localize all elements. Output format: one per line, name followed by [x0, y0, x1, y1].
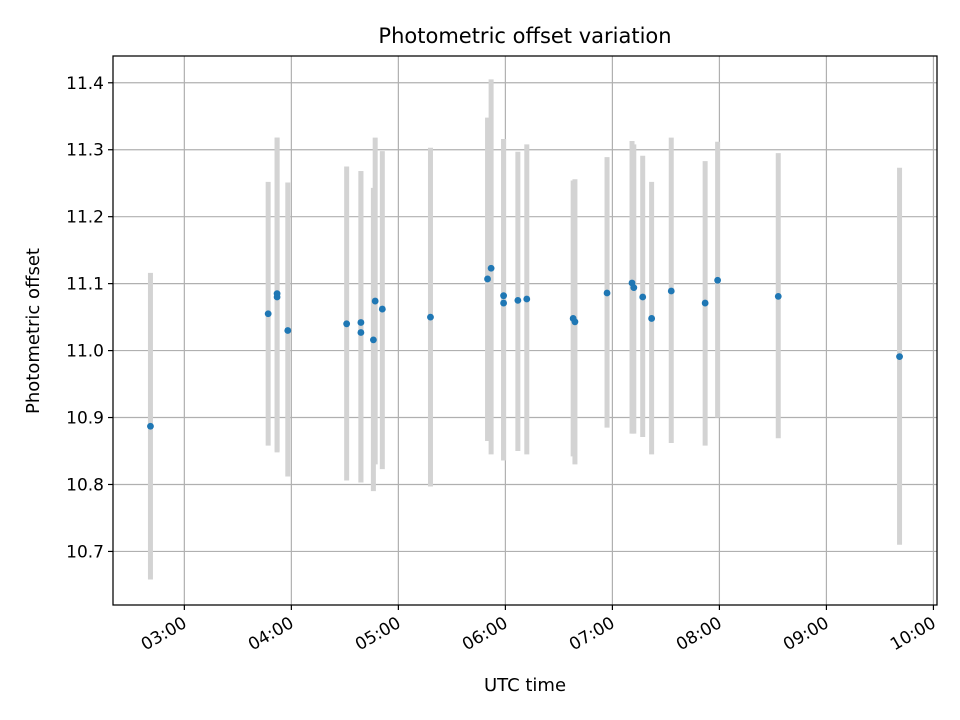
y-tick-label: 11.4: [66, 74, 104, 94]
data-point: [896, 353, 903, 361]
data-point: [701, 299, 709, 307]
y-tick-label: 11.2: [66, 208, 104, 228]
data-point: [487, 264, 495, 272]
data-point: [603, 289, 611, 297]
y-tick-label: 11.0: [66, 342, 104, 362]
data-point: [357, 329, 365, 336]
data-points: [147, 264, 903, 430]
y-tick-label: 10.9: [66, 409, 104, 429]
x-axis-title: UTC time: [484, 675, 566, 696]
data-point: [714, 276, 722, 284]
x-tick-label: 07:00: [566, 613, 618, 655]
data-point: [648, 315, 656, 322]
data-point: [371, 297, 379, 305]
data-point: [500, 299, 507, 307]
plot-frame: [112, 55, 938, 606]
data-point: [667, 287, 675, 295]
data-point: [357, 319, 365, 326]
data-point: [343, 320, 351, 328]
data-point: [369, 336, 377, 344]
x-tick-label: 04:00: [245, 613, 297, 655]
data-point: [630, 284, 638, 292]
data-point: [264, 310, 272, 318]
x-axis: 03:00 04:00 05:00 06:00 07:00 08:00 09:00 10:00: [138, 605, 939, 655]
data-point: [523, 295, 531, 303]
x-tick-label: 05:00: [352, 613, 404, 655]
data-point: [147, 422, 154, 430]
data-point: [514, 296, 522, 304]
data-point: [378, 305, 386, 313]
x-tick-label: 08:00: [673, 613, 725, 655]
x-tick-label: 06:00: [459, 613, 511, 655]
data-point: [484, 275, 491, 283]
chart-title: Photometric offset variation: [378, 24, 671, 48]
data-point: [774, 292, 782, 300]
x-tick-label: 10:00: [887, 613, 939, 655]
y-tick-label: 11.1: [66, 275, 104, 295]
y-tick-label: 10.7: [66, 542, 104, 562]
data-point: [427, 313, 434, 321]
data-point: [571, 318, 579, 326]
x-tick-label: 09:00: [780, 613, 832, 655]
y-tick-label: 10.8: [66, 475, 104, 495]
data-point: [500, 292, 507, 300]
data-point: [284, 327, 292, 334]
y-axis-title: Photometric offset: [23, 248, 44, 414]
data-point: [273, 290, 281, 298]
x-tick-label: 03:00: [138, 613, 190, 655]
y-axis: 10.7 10.8 10.9 11.0 11.1 11.2 11.3 11.4: [66, 74, 113, 562]
data-point: [639, 293, 647, 301]
y-tick-label: 11.3: [66, 141, 104, 161]
